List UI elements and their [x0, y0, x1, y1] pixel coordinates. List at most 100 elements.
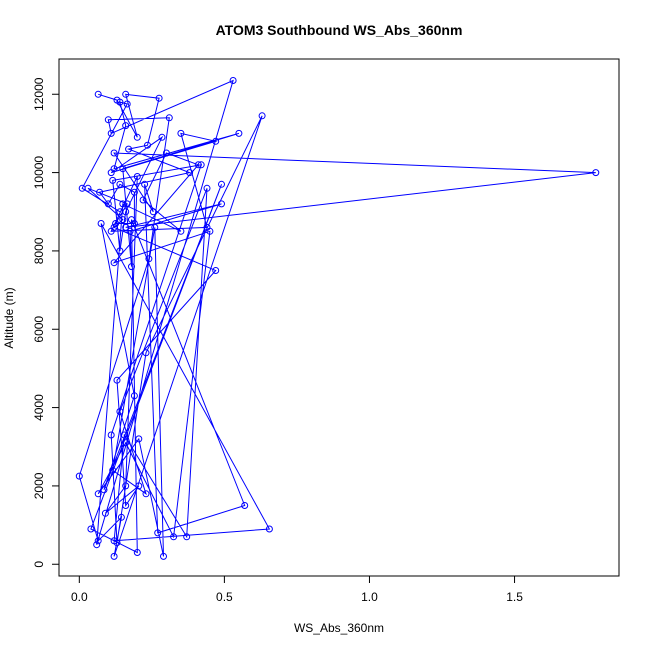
data-point: [218, 180, 225, 188]
data-point: [122, 223, 130, 231]
data-point: [139, 196, 147, 204]
data-point: [155, 94, 163, 102]
data-point: [110, 537, 118, 545]
data-point: [229, 77, 237, 84]
data-point: [113, 376, 121, 384]
data-point: [135, 435, 143, 443]
data-point: [119, 216, 127, 224]
data-point: [203, 184, 211, 192]
data-point: [212, 137, 220, 145]
x-axis: 0.0 0.5 1.0 1.5: [71, 575, 523, 604]
data-point: [141, 180, 149, 188]
data-point: [100, 486, 108, 494]
data-point: [119, 165, 127, 173]
y-tick-label: 4000: [32, 394, 46, 421]
data-point: [110, 149, 118, 157]
plot-frame: [58, 58, 620, 577]
data-point: [107, 129, 115, 137]
data-point: [94, 537, 102, 545]
data-point: [116, 408, 124, 415]
data-point: [117, 513, 125, 521]
data-point: [177, 129, 185, 137]
y-tick-label: 8000: [32, 237, 46, 264]
data-point: [107, 227, 115, 235]
data-point: [183, 533, 191, 541]
data-point: [126, 227, 134, 235]
y-axis: 0 2000 4000 6000 8000 10000 12000: [32, 77, 60, 568]
data-point: [104, 200, 112, 208]
y-tick-label: 12000: [32, 77, 46, 111]
data-point: [135, 482, 143, 490]
data-point: [125, 145, 133, 153]
data-point: [133, 173, 141, 180]
data-point: [122, 502, 130, 509]
data-point: [112, 220, 120, 227]
data-point: [142, 349, 150, 357]
data-point: [165, 114, 173, 122]
data-point: [241, 502, 249, 509]
data-point: [206, 227, 214, 235]
y-tick-label: 2000: [32, 472, 46, 499]
data-point: [110, 552, 118, 560]
data-point: [122, 482, 130, 490]
chart-title: ATOM3 Southbound WS_Abs_360nm: [216, 22, 463, 38]
data-point: [109, 176, 117, 184]
data-point: [197, 161, 205, 169]
data-point: [218, 200, 225, 208]
data-point: [170, 533, 178, 541]
data-point: [110, 165, 118, 173]
data-point: [120, 431, 128, 439]
data-point: [122, 122, 130, 130]
data-point: [97, 220, 105, 227]
data-point: [186, 169, 194, 177]
series-line: [78, 79, 596, 557]
data-point: [119, 200, 127, 208]
data-point: [160, 552, 167, 560]
data-point: [109, 466, 117, 474]
series-layer: [75, 77, 600, 560]
y-tick-label: 6000: [32, 316, 46, 343]
data-point: [94, 490, 102, 498]
data-point: [110, 259, 118, 267]
data-point: [123, 200, 131, 208]
data-point: [133, 549, 141, 556]
data-point: [149, 208, 157, 216]
data-point: [592, 169, 600, 177]
y-axis-label: Altitude (m): [2, 287, 16, 348]
data-point: [144, 141, 151, 149]
x-tick-label: 1.0: [361, 590, 378, 604]
data-point: [265, 525, 273, 533]
data-point: [145, 255, 153, 263]
data-point: [107, 431, 115, 439]
data-point: [116, 208, 124, 216]
data-point: [177, 227, 185, 235]
data-point: [78, 184, 86, 192]
data-point: [116, 247, 124, 255]
data-point: [142, 490, 150, 498]
x-tick-label: 0.0: [71, 590, 88, 604]
y-tick-label: 10000: [32, 156, 46, 190]
data-point: [122, 90, 130, 98]
x-tick-label: 1.5: [506, 590, 523, 604]
data-point: [258, 112, 266, 120]
data-point: [116, 180, 124, 188]
data-point: [94, 90, 102, 98]
data-point: [151, 223, 159, 231]
data-point: [128, 216, 135, 224]
data-point: [158, 133, 166, 141]
data-point: [194, 161, 202, 169]
data-point: [93, 541, 101, 549]
data-point: [128, 263, 135, 271]
data-point: [212, 267, 220, 274]
data-point: [87, 525, 95, 533]
data-point: [75, 472, 83, 480]
data-point: [133, 133, 141, 141]
data-point: [116, 98, 124, 106]
x-axis-label: WS_Abs_360nm: [294, 621, 384, 635]
data-point: [122, 439, 130, 447]
data-point: [162, 149, 170, 157]
y-tick-label: 0: [32, 561, 46, 568]
data-point: [154, 529, 162, 537]
data-point: [130, 188, 138, 196]
